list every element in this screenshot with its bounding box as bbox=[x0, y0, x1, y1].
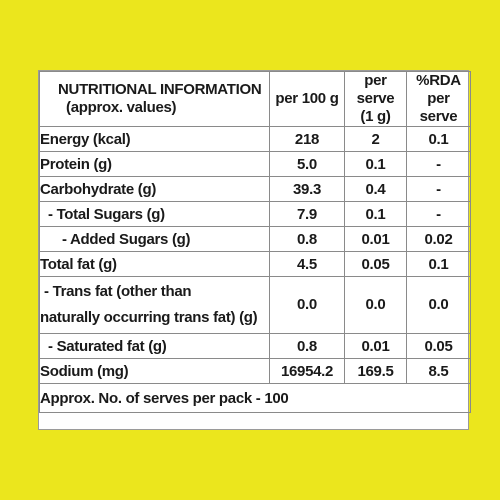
row-per-100g: 218 bbox=[269, 126, 345, 152]
row-rda: - bbox=[406, 201, 471, 227]
table-row-saturated-fat: - Saturated fat (g) 0.8 0.01 0.05 bbox=[39, 333, 471, 359]
row-per-serve: 0.1 bbox=[344, 201, 407, 227]
row-per-100g: 39.3 bbox=[269, 176, 345, 202]
table-row-sodium: Sodium (mg) 16954.2 169.5 8.5 bbox=[39, 358, 471, 384]
header-rda: %RDA per serve bbox=[406, 71, 471, 127]
row-label: - Added Sugars (g) bbox=[39, 226, 270, 252]
header-rda-line1: %RDA bbox=[416, 72, 461, 89]
row-per-serve: 2 bbox=[344, 126, 407, 152]
header-rda-line2: per serve bbox=[419, 90, 458, 125]
table-row-trans-fat: - Trans fat (other than naturally occurr… bbox=[39, 276, 471, 334]
row-rda: 0.05 bbox=[406, 333, 471, 359]
row-rda: - bbox=[406, 176, 471, 202]
table-row-added-sugars: - Added Sugars (g) 0.8 0.01 0.02 bbox=[39, 226, 471, 252]
nutrition-panel: NUTRITIONAL INFORMATION (approx. values)… bbox=[38, 70, 471, 430]
row-per-serve: 0.4 bbox=[344, 176, 407, 202]
row-rda: 0.1 bbox=[406, 251, 471, 277]
row-per-serve: 0.05 bbox=[344, 251, 407, 277]
table-row-protein: Protein (g) 5.0 0.1 - bbox=[39, 151, 471, 177]
row-per-100g: 16954.2 bbox=[269, 358, 345, 384]
row-per-100g: 0.0 bbox=[269, 276, 345, 334]
row-label: Protein (g) bbox=[39, 151, 270, 177]
row-rda: 8.5 bbox=[406, 358, 471, 384]
header-nutritional-information: NUTRITIONAL INFORMATION (approx. values) bbox=[39, 71, 270, 127]
row-label-line2: naturally occurring trans fat) (g) bbox=[40, 309, 258, 326]
row-rda: 0.02 bbox=[406, 226, 471, 252]
row-per-100g: 7.9 bbox=[269, 201, 345, 227]
row-per-serve: 0.01 bbox=[344, 333, 407, 359]
header-subtitle: (approx. values) bbox=[66, 99, 177, 116]
row-rda: 0.0 bbox=[406, 276, 471, 334]
row-label: Energy (kcal) bbox=[39, 126, 270, 152]
row-label-line1: - Trans fat (other than bbox=[44, 283, 192, 300]
header-title: NUTRITIONAL INFORMATION bbox=[58, 81, 262, 98]
row-label: Carbohydrate (g) bbox=[39, 176, 270, 202]
row-per-serve: 0.01 bbox=[344, 226, 407, 252]
header-per-serve-line2: (1 g) bbox=[360, 108, 391, 125]
table-row-carbohydrate: Carbohydrate (g) 39.3 0.4 - bbox=[39, 176, 471, 202]
row-rda: - bbox=[406, 151, 471, 177]
row-label: Sodium (mg) bbox=[39, 358, 270, 384]
nutrition-table: NUTRITIONAL INFORMATION (approx. values)… bbox=[39, 71, 471, 413]
header-per-100g: per 100 g bbox=[269, 71, 345, 127]
table-header-row: NUTRITIONAL INFORMATION (approx. values)… bbox=[39, 71, 471, 127]
row-label: - Saturated fat (g) bbox=[39, 333, 270, 359]
table-row-total-sugars: - Total Sugars (g) 7.9 0.1 - bbox=[39, 201, 471, 227]
table-footer-row: Approx. No. of serves per pack - 100 bbox=[39, 383, 471, 413]
row-per-100g: 0.8 bbox=[269, 333, 345, 359]
table-row-energy: Energy (kcal) 218 2 0.1 bbox=[39, 126, 471, 152]
row-per-100g: 5.0 bbox=[269, 151, 345, 177]
row-label: Total fat (g) bbox=[39, 251, 270, 277]
serves-per-pack: Approx. No. of serves per pack - 100 bbox=[39, 383, 471, 413]
row-per-serve: 169.5 bbox=[344, 358, 407, 384]
row-label: - Trans fat (other than naturally occurr… bbox=[39, 276, 270, 334]
row-rda: 0.1 bbox=[406, 126, 471, 152]
header-per-serve-line1: per serve bbox=[356, 72, 395, 107]
table-row-total-fat: Total fat (g) 4.5 0.05 0.1 bbox=[39, 251, 471, 277]
row-label: - Total Sugars (g) bbox=[39, 201, 270, 227]
row-per-100g: 0.8 bbox=[269, 226, 345, 252]
header-per-serve: per serve (1 g) bbox=[344, 71, 407, 127]
row-per-serve: 0.0 bbox=[344, 276, 407, 334]
row-per-100g: 4.5 bbox=[269, 251, 345, 277]
row-per-serve: 0.1 bbox=[344, 151, 407, 177]
